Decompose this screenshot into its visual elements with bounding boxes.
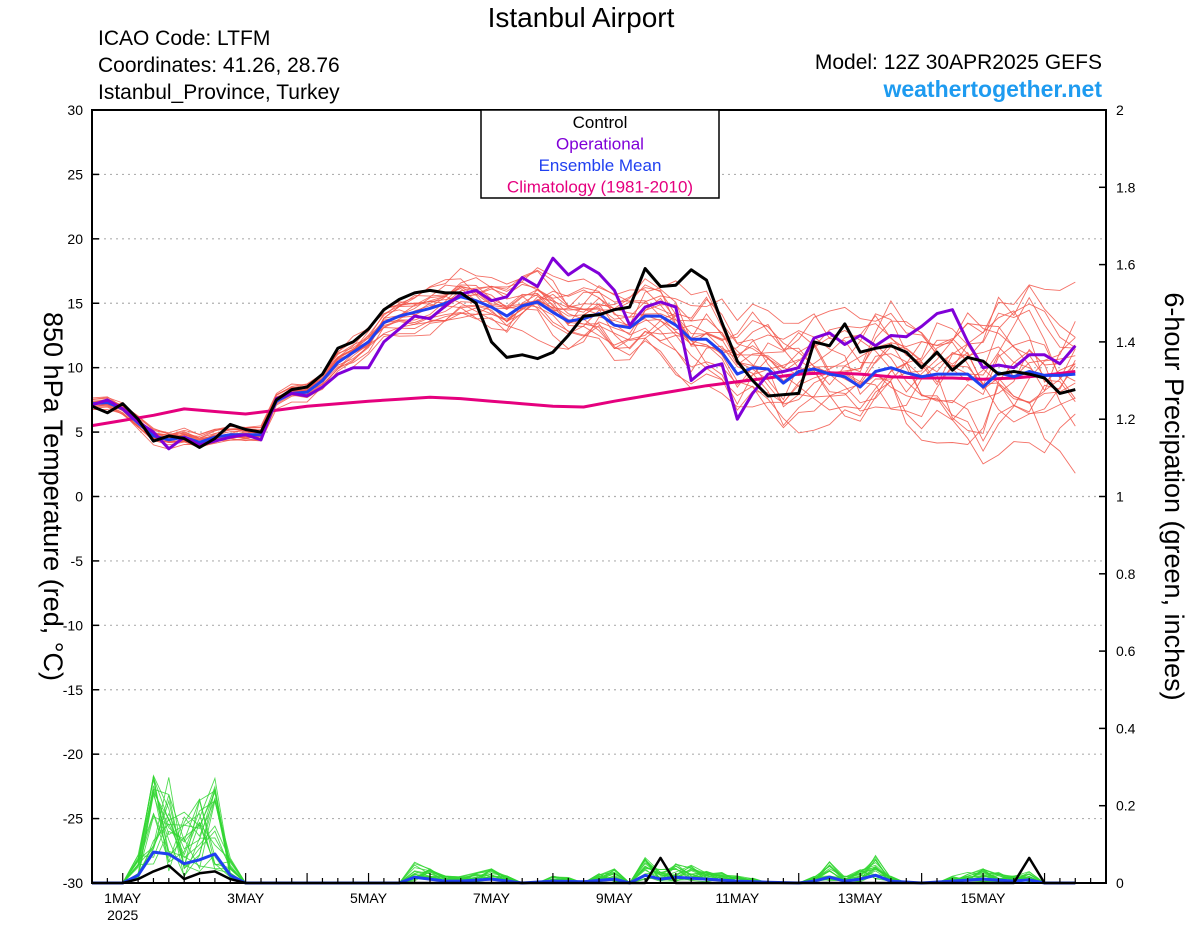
left-tick-label: -15 <box>63 682 83 698</box>
x-tick-label: 11MAY <box>715 890 759 906</box>
precip-member-line <box>92 785 1076 884</box>
left-tick-label: 20 <box>67 231 83 247</box>
precip-member-line <box>92 776 1076 884</box>
right-axis-label: 6-hour Precipation (green, inches) <box>1159 292 1189 700</box>
left-tick-label: -25 <box>63 811 83 827</box>
left-tick-label: -30 <box>63 875 83 891</box>
x-tick-label: 9MAY <box>596 890 634 906</box>
right-tick-label: 1.2 <box>1116 411 1136 427</box>
legend-entry: Operational <box>556 135 644 154</box>
right-tick-label: 1.8 <box>1116 179 1136 195</box>
precip-member-line <box>92 777 1076 884</box>
precip-member-line <box>92 791 1076 884</box>
site-link[interactable]: weathertogether.net <box>883 76 1102 102</box>
x-tick-label: 7MAY <box>473 890 511 906</box>
precip-member-line <box>92 774 1076 884</box>
x-tick-label: 15MAY <box>961 890 1007 906</box>
model-run: Model: 12Z 30APR2025 GEFS <box>814 51 1102 74</box>
right-tick-label: 1.4 <box>1116 334 1136 350</box>
precip-member-line <box>92 784 1076 884</box>
precip-member-line <box>92 800 1076 884</box>
axis-ticks: -30-25-20-15-10-505101520253000.20.40.60… <box>63 102 1136 923</box>
left-tick-label: -10 <box>63 617 83 633</box>
precip-member-line <box>92 779 1076 884</box>
right-tick-label: 1.6 <box>1116 257 1136 273</box>
left-tick-label: 15 <box>67 295 83 311</box>
left-tick-label: 30 <box>67 102 83 118</box>
plot-frame <box>91 109 1107 884</box>
precip-member-line <box>92 796 1076 884</box>
ensemble-mean-temp-line <box>91 295 1076 444</box>
legend-box <box>480 109 720 199</box>
precip-member-line <box>92 788 1076 884</box>
left-axis-label: 850 hPa Temperature (red, °C) <box>38 312 68 681</box>
precip-member-line <box>92 775 1076 884</box>
x-tick-label: 3MAY <box>227 890 265 906</box>
precip-member-line <box>92 788 1076 884</box>
precip-member-line <box>92 800 1076 884</box>
region: Istanbul_Province, Turkey <box>98 81 340 104</box>
coordinates: Coordinates: 41.26, 28.76 <box>98 54 340 77</box>
legend-entry: Climatology (1981-2010) <box>507 178 693 197</box>
right-tick-label: 0.6 <box>1116 643 1136 659</box>
temp-member-line <box>91 267 1076 436</box>
precip-member-line <box>92 794 1076 884</box>
right-tick-label: 1 <box>1116 489 1124 505</box>
legend-entry: Control <box>573 113 628 132</box>
left-tick-label: -20 <box>63 746 83 762</box>
operational-temp-line <box>91 256 1077 451</box>
left-tick-label: -5 <box>71 553 84 569</box>
left-tick-label: 0 <box>75 489 83 505</box>
gridlines <box>92 173 1106 820</box>
icao-code: ICAO Code: LTFM <box>98 27 271 50</box>
right-tick-label: 0.2 <box>1116 798 1136 814</box>
left-tick-label: 25 <box>67 166 83 182</box>
x-tick-label: 5MAY <box>350 890 388 906</box>
precip-member-line <box>92 776 1076 884</box>
left-tick-label: 10 <box>67 360 83 376</box>
legend: Control Operational Ensemble Mean Climatolo… <box>480 109 720 199</box>
x-tick-label: 1MAY <box>104 890 142 906</box>
x-tick-label: 13MAY <box>838 890 884 906</box>
precip-member-line <box>92 775 1076 884</box>
chart-title: Istanbul Airport <box>487 2 675 33</box>
right-tick-label: 0 <box>1116 875 1124 891</box>
legend-entry: Ensemble Mean <box>539 156 662 175</box>
right-tick-label: 0.4 <box>1116 720 1136 736</box>
temp-member-line <box>91 305 1076 474</box>
precip-member-line <box>92 788 1076 884</box>
precip-member-line <box>92 787 1076 884</box>
right-tick-label: 2 <box>1116 102 1124 118</box>
right-tick-label: 0.8 <box>1116 566 1136 582</box>
temp-member-line <box>91 287 1076 441</box>
left-tick-label: 5 <box>75 424 83 440</box>
x-tick-sublabel: 2025 <box>107 907 138 923</box>
precip-member-line <box>92 823 1076 884</box>
control-temp-line <box>91 267 1076 449</box>
climatology-temp-line <box>91 370 1076 428</box>
